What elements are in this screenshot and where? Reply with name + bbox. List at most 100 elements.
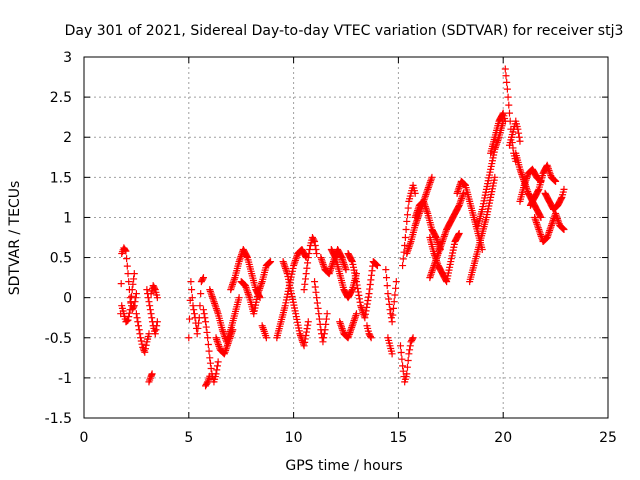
chart-title: Day 301 of 2021, Sidereal Day-to-day VTE… — [65, 23, 624, 39]
data-point — [138, 340, 146, 348]
data-point — [130, 275, 138, 283]
y-tick-label: 0.5 — [50, 251, 72, 267]
data-point — [214, 358, 222, 366]
data-point — [320, 334, 328, 342]
y-tick-label: 1.5 — [50, 170, 72, 186]
data-point — [391, 291, 399, 299]
data-point — [145, 330, 153, 338]
data-point — [190, 310, 198, 318]
data-point — [389, 311, 397, 319]
data-point — [409, 334, 417, 342]
data-point — [151, 330, 159, 338]
data-point — [306, 246, 314, 254]
data-point — [205, 347, 213, 355]
data-point — [126, 306, 134, 314]
data-point — [305, 250, 313, 258]
data-point — [206, 354, 214, 362]
data-point — [406, 342, 414, 350]
data-point — [153, 294, 161, 302]
data-point — [515, 133, 523, 141]
data-point — [459, 189, 467, 197]
data-point — [199, 274, 207, 282]
y-tick-label: 0 — [63, 291, 72, 307]
data-point — [132, 290, 140, 298]
data-point — [322, 320, 330, 328]
data-point — [385, 295, 393, 303]
data-point — [404, 204, 412, 212]
data-point — [204, 334, 212, 342]
data-point — [235, 294, 243, 302]
data-point — [516, 137, 524, 145]
data-point — [153, 322, 161, 330]
x-tick-label: 20 — [494, 430, 512, 446]
data-point — [397, 348, 405, 356]
data-point — [560, 225, 568, 233]
data-point — [312, 288, 320, 296]
data-point — [122, 247, 130, 255]
x-tick-label: 10 — [285, 430, 303, 446]
data-point — [392, 284, 400, 292]
data-point — [206, 359, 214, 367]
y-tick-label: -0.5 — [45, 331, 72, 347]
data-point — [146, 302, 154, 310]
data-point — [403, 363, 411, 371]
data-point — [188, 294, 196, 302]
data-point — [392, 278, 400, 286]
data-point — [153, 318, 161, 326]
x-tick-label: 15 — [389, 430, 407, 446]
axis-ticks — [83, 56, 609, 419]
data-point — [185, 315, 193, 323]
y-tick-labels: -1.5 -1 -0.5 0 0.5 1 1.5 2 2.5 3 — [45, 50, 72, 427]
data-point — [352, 310, 360, 318]
data-point — [127, 299, 135, 307]
data-point — [342, 266, 350, 274]
data-point — [262, 334, 270, 342]
data-point — [428, 173, 436, 181]
y-tick-label: 2.5 — [50, 90, 72, 106]
data-point — [505, 109, 513, 117]
data-point — [303, 264, 311, 272]
data-point — [313, 294, 321, 302]
data-point — [501, 65, 509, 73]
data-point — [408, 335, 416, 343]
data-point — [125, 278, 133, 286]
data-point — [194, 324, 202, 332]
y-tick-label: 3 — [63, 50, 72, 66]
data-point — [313, 250, 321, 258]
data-point — [502, 72, 510, 80]
data-point — [505, 101, 513, 109]
y-tick-label: -1 — [58, 371, 72, 387]
grid-lines — [84, 57, 608, 418]
data-point — [196, 302, 204, 310]
data-point — [321, 326, 329, 334]
data-point — [552, 177, 560, 185]
data-point — [206, 372, 214, 380]
data-point — [267, 258, 275, 266]
data-point — [213, 366, 221, 374]
data-point — [383, 274, 391, 282]
data-point — [201, 314, 209, 322]
data-point — [402, 225, 410, 233]
data-point — [515, 129, 523, 137]
data-point — [188, 286, 196, 294]
data-point — [124, 316, 132, 324]
data-point — [304, 259, 312, 267]
data-point — [382, 266, 390, 274]
data-point — [322, 315, 330, 323]
data-point — [213, 362, 221, 370]
data-point — [229, 326, 237, 334]
data-point — [136, 330, 144, 338]
data-point — [396, 342, 404, 350]
data-point — [311, 278, 319, 286]
data-points — [117, 65, 568, 390]
data-point — [311, 242, 319, 250]
data-point — [403, 370, 411, 378]
data-point — [125, 309, 133, 317]
data-point — [383, 282, 391, 290]
data-point — [312, 246, 320, 254]
data-point — [388, 350, 396, 358]
data-point — [386, 306, 394, 314]
data-point — [187, 278, 195, 286]
data-point — [123, 255, 131, 263]
data-point — [403, 211, 411, 219]
